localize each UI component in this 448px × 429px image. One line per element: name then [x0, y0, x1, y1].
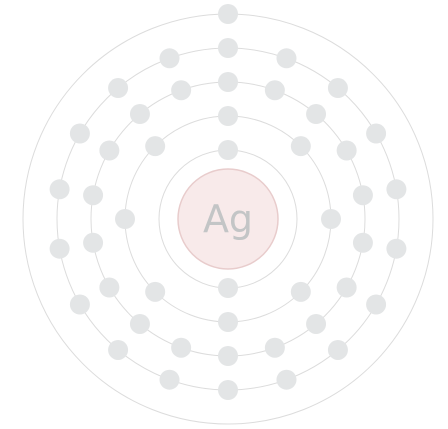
- electron-shell-3: [306, 314, 326, 334]
- electron-shell-4: [386, 239, 406, 259]
- electron-shell-3: [83, 185, 103, 205]
- electron-shell-2: [218, 312, 238, 332]
- electron-shell-3: [83, 233, 103, 253]
- electron-shell-3: [306, 104, 326, 124]
- electron-shell-3: [265, 80, 285, 100]
- electron-shell-3: [171, 338, 191, 358]
- electron-shell-4: [160, 370, 180, 390]
- electron-shell-4: [70, 295, 90, 315]
- electron-shell-4: [108, 340, 128, 360]
- electron-shell-4: [386, 179, 406, 199]
- electron-shell-3: [99, 278, 119, 298]
- electron-shell-4: [50, 179, 70, 199]
- electron-shell-4: [160, 48, 180, 68]
- element-symbol: Ag: [203, 197, 253, 241]
- electron-shell-3: [171, 80, 191, 100]
- nucleus: Ag: [178, 169, 278, 269]
- electron-shell-4: [366, 295, 386, 315]
- electron-shell-2: [145, 136, 165, 156]
- electron-shell-4: [108, 78, 128, 98]
- electron-shell-4: [328, 78, 348, 98]
- electron-shell-4: [328, 340, 348, 360]
- electron-shell-4: [276, 370, 296, 390]
- electron-shell-3: [130, 104, 150, 124]
- electron-shell-4: [218, 380, 238, 400]
- electron-shell-4: [50, 239, 70, 259]
- electron-shell-5: [218, 4, 238, 24]
- electron-shell-3: [218, 72, 238, 92]
- electron-shell-3: [130, 314, 150, 334]
- electron-shell-4: [276, 48, 296, 68]
- electron-shell-2: [291, 136, 311, 156]
- electron-shell-3: [353, 185, 373, 205]
- electron-shell-3: [337, 141, 357, 161]
- electron-shell-3: [265, 338, 285, 358]
- electron-shell-2: [321, 209, 341, 229]
- electron-shell-3: [353, 233, 373, 253]
- electron-shell-2: [218, 106, 238, 126]
- electron-shell-3: [99, 141, 119, 161]
- electron-shell-3: [218, 346, 238, 366]
- electron-shell-2: [145, 282, 165, 302]
- electron-shell-2: [291, 282, 311, 302]
- electron-shell-4: [366, 124, 386, 144]
- electron-shell-1: [218, 140, 238, 160]
- electron-shell-4: [70, 124, 90, 144]
- electron-shell-2: [115, 209, 135, 229]
- electron-shell-3: [337, 278, 357, 298]
- electron-shell-1: [218, 278, 238, 298]
- electron-shell-4: [218, 38, 238, 58]
